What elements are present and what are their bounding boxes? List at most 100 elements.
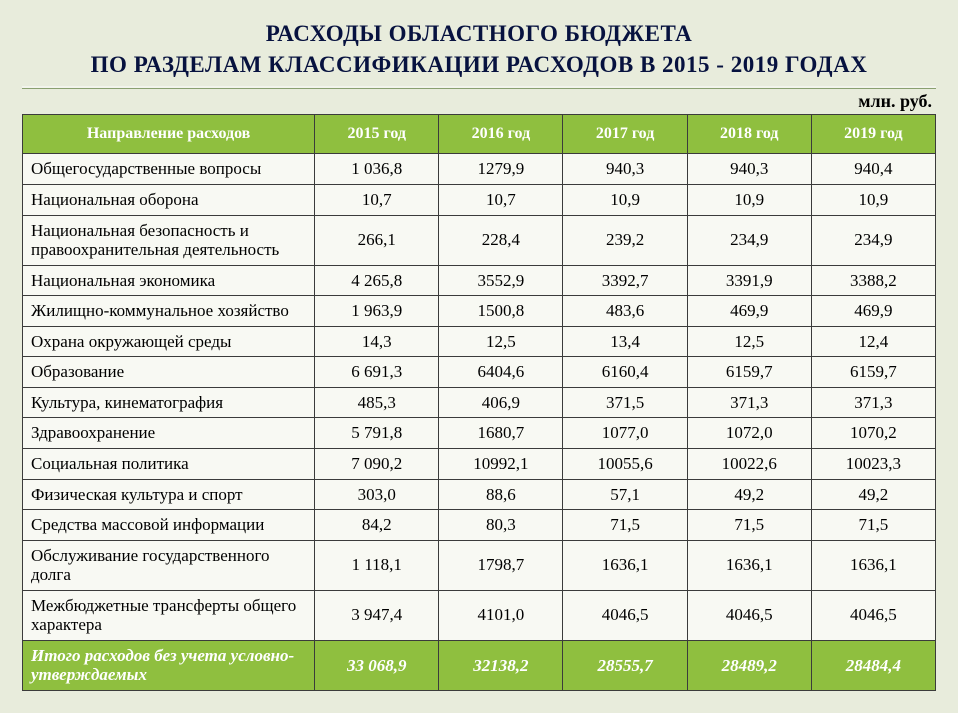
cell-value: 266,1 — [315, 215, 439, 265]
cell-value: 4046,5 — [687, 590, 811, 640]
cell-value: 1500,8 — [439, 296, 563, 327]
cell-value: 10055,6 — [563, 448, 687, 479]
table-row: Физическая культура и спорт303,088,657,1… — [23, 479, 936, 510]
title-line-2: ПО РАЗДЕЛАМ КЛАССИФИКАЦИИ РАСХОДОВ В 201… — [22, 49, 936, 80]
table-row: Здравоохранение5 791,81680,71077,01072,0… — [23, 418, 936, 449]
cell-value: 940,4 — [811, 154, 935, 185]
cell-value: 6 691,3 — [315, 357, 439, 388]
row-label: Физическая культура и спорт — [23, 479, 315, 510]
cell-value: 1070,2 — [811, 418, 935, 449]
cell-value: 3391,9 — [687, 265, 811, 296]
cell-value: 940,3 — [687, 154, 811, 185]
col-header-year: 2018 год — [687, 115, 811, 154]
cell-value: 371,3 — [687, 387, 811, 418]
cell-value: 4101,0 — [439, 590, 563, 640]
unit-label: млн. руб. — [22, 91, 932, 112]
cell-value: 940,3 — [563, 154, 687, 185]
table-body: Общегосударственные вопросы1 036,81279,9… — [23, 154, 936, 690]
col-header-year: 2017 год — [563, 115, 687, 154]
row-label: Культура, кинематография — [23, 387, 315, 418]
cell-value: 3388,2 — [811, 265, 935, 296]
row-label: Национальная экономика — [23, 265, 315, 296]
cell-value: 1636,1 — [563, 540, 687, 590]
row-label: Общегосударственные вопросы — [23, 154, 315, 185]
col-header-label: Направление расходов — [23, 115, 315, 154]
table-row: Национальная экономика4 265,83552,93392,… — [23, 265, 936, 296]
cell-value: 371,5 — [563, 387, 687, 418]
col-header-year: 2019 год — [811, 115, 935, 154]
cell-value: 80,3 — [439, 510, 563, 541]
table-row: Охрана окружающей среды14,312,513,412,51… — [23, 326, 936, 357]
cell-value: 3 947,4 — [315, 590, 439, 640]
table-row: Средства массовой информации84,280,3 71,5… — [23, 510, 936, 541]
cell-value: 10,9 — [563, 185, 687, 216]
cell-value: 234,9 — [687, 215, 811, 265]
cell-value: 12,5 — [439, 326, 563, 357]
cell-value: 1680,7 — [439, 418, 563, 449]
cell-value: 485,3 — [315, 387, 439, 418]
cell-value: 469,9 — [687, 296, 811, 327]
table-row: Межбюджетные трансферты общего характера… — [23, 590, 936, 640]
cell-value: 6159,7 — [687, 357, 811, 388]
col-header-year: 2015 год — [315, 115, 439, 154]
row-label: Социальная политика — [23, 448, 315, 479]
cell-value: 6159,7 — [811, 357, 935, 388]
page-title: РАСХОДЫ ОБЛАСТНОГО БЮДЖЕТА ПО РАЗДЕЛАМ К… — [22, 18, 936, 80]
cell-value: 10,9 — [687, 185, 811, 216]
cell-value: 239,2 — [563, 215, 687, 265]
cell-value: 14,3 — [315, 326, 439, 357]
budget-table: Направление расходов 2015 год 2016 год 2… — [22, 114, 936, 691]
cell-value: 406,9 — [439, 387, 563, 418]
cell-value: 10,9 — [811, 185, 935, 216]
cell-value: 1798,7 — [439, 540, 563, 590]
cell-value: 49,2 — [687, 479, 811, 510]
total-value: 28484,4 — [811, 640, 935, 690]
table-row: Обслуживание государственного долга1 118… — [23, 540, 936, 590]
cell-value: 3552,9 — [439, 265, 563, 296]
cell-value: 3392,7 — [563, 265, 687, 296]
page: РАСХОДЫ ОБЛАСТНОГО БЮДЖЕТА ПО РАЗДЕЛАМ К… — [0, 0, 958, 701]
table-row: Национальная безопасность и правоохранит… — [23, 215, 936, 265]
cell-value: 10992,1 — [439, 448, 563, 479]
cell-value: 71,5 — [811, 510, 935, 541]
row-label: Жилищно-коммунальное хозяйство — [23, 296, 315, 327]
cell-value: 371,3 — [811, 387, 935, 418]
table-row: Жилищно-коммунальное хозяйство1 963,9150… — [23, 296, 936, 327]
cell-value: 1 036,8 — [315, 154, 439, 185]
row-label: Национальная оборона — [23, 185, 315, 216]
total-value: 28489,2 — [687, 640, 811, 690]
cell-value: 10,7 — [315, 185, 439, 216]
cell-value: 4 265,8 — [315, 265, 439, 296]
divider — [22, 86, 936, 89]
cell-value: 6404,6 — [439, 357, 563, 388]
table-row: Общегосударственные вопросы1 036,81279,9… — [23, 154, 936, 185]
row-label: Средства массовой информации — [23, 510, 315, 541]
table-total-row: Итого расходов без учета условно-утвержд… — [23, 640, 936, 690]
cell-value: 71,5 — [687, 510, 811, 541]
total-value: 33 068,9 — [315, 640, 439, 690]
cell-value: 7 090,2 — [315, 448, 439, 479]
cell-value: 10022,6 — [687, 448, 811, 479]
cell-value: 1 963,9 — [315, 296, 439, 327]
cell-value: 469,9 — [811, 296, 935, 327]
row-label: Межбюджетные трансферты общего характера — [23, 590, 315, 640]
cell-value: 303,0 — [315, 479, 439, 510]
cell-value: 57,1 — [563, 479, 687, 510]
cell-value: 10023,3 — [811, 448, 935, 479]
cell-value: 10,7 — [439, 185, 563, 216]
title-line-1: РАСХОДЫ ОБЛАСТНОГО БЮДЖЕТА — [22, 18, 936, 49]
total-value: 28555,7 — [563, 640, 687, 690]
cell-value: 84,2 — [315, 510, 439, 541]
row-label: Национальная безопасность и правоохранит… — [23, 215, 315, 265]
cell-value: 4046,5 — [811, 590, 935, 640]
cell-value: 234,9 — [811, 215, 935, 265]
cell-value: 1279,9 — [439, 154, 563, 185]
cell-value: 6160,4 — [563, 357, 687, 388]
total-value: 32138,2 — [439, 640, 563, 690]
cell-value: 12,5 — [687, 326, 811, 357]
table-row: Национальная оборона10,710,710,910,910,9 — [23, 185, 936, 216]
cell-value: 1636,1 — [687, 540, 811, 590]
cell-value: 483,6 — [563, 296, 687, 327]
table-row: Культура, кинематография485,3406,9371,53… — [23, 387, 936, 418]
cell-value: 13,4 — [563, 326, 687, 357]
